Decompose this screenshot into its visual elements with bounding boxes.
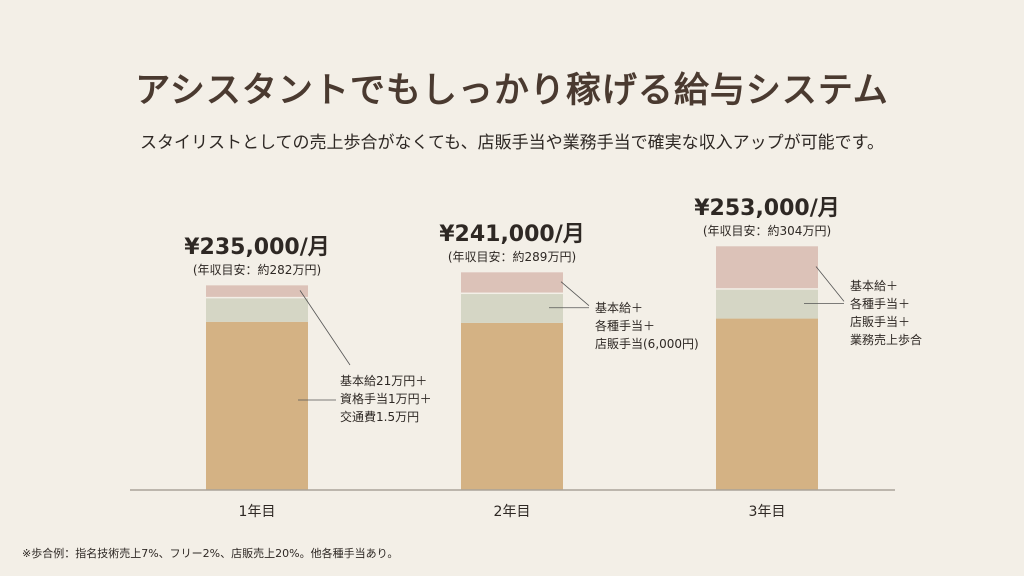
bar-segment-base: [206, 321, 308, 490]
footnote: ※歩合例：指名技術売上7%、フリー2%、店販売上20%。他各種手当あり。: [22, 547, 399, 560]
annotation-line: 基本給21万円＋: [340, 374, 427, 388]
total-label: ¥241,000/月: [439, 222, 585, 247]
annotation-line: 店販手当＋: [850, 315, 910, 329]
bar-segment-top: [206, 285, 308, 297]
bar-segment-base: [716, 318, 818, 490]
annotation-line: 交通費1.5万円: [340, 409, 419, 424]
annual-label: (年収目安：約289万円): [448, 249, 576, 264]
category-label: 1年目: [239, 504, 276, 520]
total-label: ¥253,000/月: [694, 196, 840, 221]
annotation-line: 業務売上歩合: [850, 332, 922, 347]
leader-line: [560, 281, 590, 307]
category-label: 2年目: [494, 504, 531, 520]
annotation-line: 基本給＋: [850, 279, 898, 293]
page-title: アシスタントでもしっかり稼げる給与システム: [135, 70, 889, 111]
annual-label: (年収目安：約304万円): [703, 223, 831, 238]
annotation-line: 各種手当＋: [595, 318, 655, 333]
bar-segment-top: [461, 272, 563, 293]
total-label: ¥235,000/月: [184, 235, 330, 260]
bar-segment-top: [716, 246, 818, 289]
annotation-line: 店販手当(6,000円): [595, 337, 699, 351]
bar-segment-middle: [206, 298, 308, 322]
bar-segment-base: [461, 322, 563, 490]
bar-segment-middle: [461, 294, 563, 323]
bar-segment-middle: [716, 289, 818, 319]
annual-label: (年収目安：約282万円): [193, 262, 321, 277]
leader-line: [299, 290, 351, 366]
page-subtitle: スタイリストとしての売上歩合がなくても、店販手当や業務手当で確実な収入アップが可…: [140, 133, 884, 153]
category-label: 3年目: [749, 504, 786, 520]
annotation-line: 各種手当＋: [850, 296, 910, 311]
annotation-line: 基本給＋: [595, 301, 643, 315]
annotation-line: 資格手当1万円＋: [340, 391, 432, 406]
leader-line: [815, 266, 845, 302]
